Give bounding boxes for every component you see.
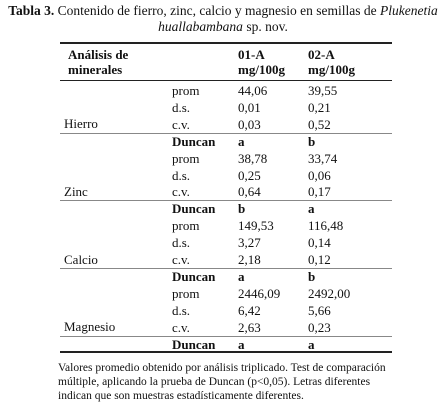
- cell-value: 39,55: [308, 83, 338, 98]
- row-rule: [60, 200, 392, 202]
- column-header: mg/100g: [238, 62, 285, 77]
- title-text: Contenido de fierro, zinc, calcio y magn…: [57, 3, 377, 18]
- bottom-rule: [60, 351, 392, 353]
- cell-value: a: [308, 201, 315, 217]
- mineral-label: Zinc: [64, 183, 88, 199]
- cell-value: b: [308, 133, 316, 149]
- column-header: 02-A: [308, 47, 335, 62]
- cell-value: 0,03: [238, 116, 261, 132]
- mineral-label: Calcio: [64, 251, 98, 267]
- cell-value: 0,01: [238, 99, 261, 115]
- row-rule: [60, 267, 392, 269]
- stat-label: d.s.: [172, 235, 191, 251]
- cell-value: 2,18: [238, 252, 261, 267]
- mineral-label: Magnesio: [64, 319, 116, 335]
- cell-value: 0,64: [238, 184, 261, 200]
- stat-label: Duncan: [172, 336, 216, 352]
- cell-value: 2,63: [238, 319, 261, 335]
- stat-label: Duncan: [172, 201, 216, 217]
- cell-value: a: [238, 133, 245, 149]
- stat-label: prom: [172, 83, 200, 98]
- cell-value: 0,21: [308, 99, 331, 115]
- stat-label: prom: [172, 218, 200, 234]
- stat-label: Duncan: [172, 133, 216, 149]
- cell-value: 0,52: [308, 116, 331, 132]
- title-label: Tabla 3.: [8, 3, 55, 18]
- stat-label: d.s.: [172, 99, 191, 115]
- mineral-label: Hierro: [64, 116, 98, 132]
- cell-value: a: [238, 336, 245, 352]
- cell-value: 0,14: [308, 235, 331, 251]
- stat-label: d.s.: [172, 167, 191, 183]
- column-header: Análisis de: [68, 47, 129, 62]
- cell-value: 2492,00: [308, 285, 351, 301]
- cell-value: 6,42: [238, 302, 261, 318]
- stat-label: d.s.: [172, 302, 191, 318]
- cell-value: 5,66: [308, 302, 331, 318]
- top-rule: [60, 42, 392, 44]
- cell-value: 2446,09: [238, 285, 281, 301]
- stat-label: Duncan: [172, 268, 216, 284]
- stat-label: c.v.: [172, 252, 190, 267]
- cell-value: 0,12: [308, 252, 331, 267]
- header-rule: [60, 80, 392, 81]
- cell-value: 0,06: [308, 167, 331, 183]
- cell-value: 0,25: [238, 167, 261, 183]
- stat-label: prom: [172, 150, 200, 166]
- row-rule: [60, 132, 392, 134]
- cell-value: a: [238, 268, 245, 284]
- stat-label: c.v.: [172, 319, 190, 335]
- stat-label: c.v.: [172, 116, 190, 132]
- cell-value: b: [238, 201, 246, 217]
- cell-value: a: [308, 336, 315, 352]
- cell-value: 116,48: [308, 218, 344, 234]
- row-rule: [60, 335, 392, 337]
- cell-value: 0,23: [308, 319, 331, 335]
- cell-value: 38,78: [238, 150, 268, 166]
- cell-value: 149,53: [238, 218, 274, 234]
- table-title: Tabla 3. Contenido de fierro, zinc, calc…: [4, 3, 442, 35]
- column-header: 01-A: [238, 47, 265, 62]
- column-header: mg/100g: [308, 62, 355, 77]
- title-species: Plukenetia huallabambana: [158, 3, 438, 34]
- cell-value: b: [308, 268, 316, 284]
- footnote: Valores promedio obtenido por análisis t…: [58, 362, 386, 402]
- cell-value: 33,74: [308, 150, 338, 166]
- cell-value: 44,06: [238, 83, 268, 98]
- title-suffix: sp. nov.: [246, 19, 288, 34]
- cell-value: 3,27: [238, 235, 261, 251]
- stat-label: prom: [172, 285, 200, 301]
- column-header: minerales: [68, 62, 123, 77]
- stat-label: c.v.: [172, 184, 190, 200]
- cell-value: 0,17: [308, 184, 331, 200]
